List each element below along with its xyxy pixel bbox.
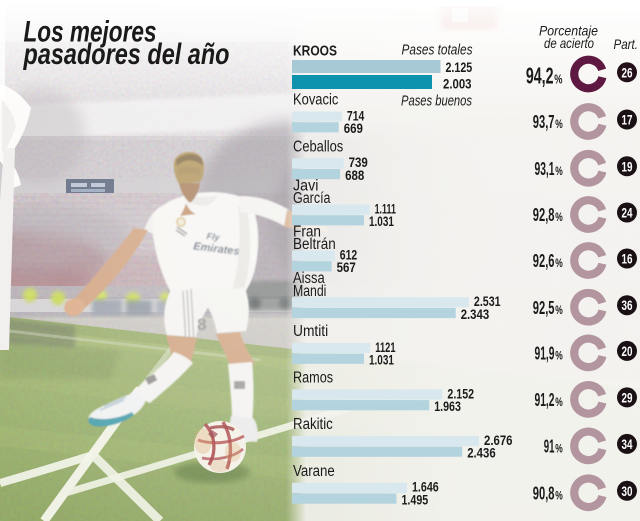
- svg-text:%: %: [555, 119, 563, 131]
- svg-text:36: 36: [622, 297, 633, 313]
- svg-text:%: %: [555, 166, 563, 178]
- svg-text:%: %: [555, 490, 563, 502]
- svg-text:%: %: [554, 72, 562, 86]
- svg-text:Javi: Javi: [293, 178, 318, 195]
- svg-text:Fran: Fran: [293, 224, 321, 241]
- svg-text:19: 19: [622, 158, 633, 174]
- svg-text:1.031: 1.031: [369, 213, 394, 229]
- svg-text:García: García: [293, 190, 331, 207]
- svg-text:26: 26: [622, 64, 633, 80]
- svg-text:Beltrán: Beltrán: [293, 236, 336, 253]
- svg-text:92,8: 92,8: [533, 204, 555, 225]
- svg-text:2.676: 2.676: [484, 432, 513, 448]
- svg-text:612: 612: [340, 246, 358, 262]
- svg-text:714: 714: [347, 107, 365, 123]
- svg-text:Kovacic: Kovacic: [293, 92, 339, 109]
- svg-text:2.436: 2.436: [467, 445, 496, 461]
- svg-text:Los mejores: Los mejores: [24, 15, 157, 48]
- svg-text:688: 688: [345, 167, 364, 183]
- svg-text:93,7: 93,7: [533, 111, 555, 132]
- svg-text:16: 16: [622, 251, 633, 267]
- svg-text:1121: 1121: [375, 339, 395, 355]
- svg-text:17: 17: [622, 112, 633, 128]
- svg-text:Umtiti: Umtiti: [293, 323, 328, 340]
- svg-text:Ceballos: Ceballos: [293, 138, 343, 155]
- svg-text:91,9: 91,9: [535, 343, 555, 364]
- svg-text:Ramos: Ramos: [293, 369, 333, 386]
- svg-text:739: 739: [349, 154, 368, 170]
- svg-text:30: 30: [622, 483, 633, 499]
- svg-text:90,8: 90,8: [533, 482, 555, 503]
- svg-text:92,5: 92,5: [533, 297, 555, 318]
- svg-text:1.495: 1.495: [402, 492, 429, 508]
- svg-text:%: %: [555, 397, 563, 409]
- svg-text:93,1: 93,1: [535, 158, 555, 179]
- svg-text:1.646: 1.646: [412, 479, 439, 495]
- svg-text:91: 91: [544, 436, 555, 457]
- svg-text:20: 20: [622, 343, 633, 359]
- svg-text:Aissa: Aissa: [293, 270, 325, 287]
- svg-text:%: %: [555, 258, 563, 270]
- svg-text:Pases buenos: Pases buenos: [401, 93, 472, 110]
- svg-text:Varane: Varane: [293, 463, 335, 480]
- svg-text:669: 669: [344, 120, 363, 136]
- svg-text:2.152: 2.152: [447, 385, 474, 401]
- svg-text:29: 29: [622, 389, 633, 405]
- svg-text:1.111: 1.111: [375, 200, 396, 216]
- svg-text:pasadores del año: pasadores del año: [23, 38, 230, 71]
- svg-text:24: 24: [622, 205, 633, 221]
- svg-text:1.963: 1.963: [434, 398, 461, 414]
- svg-text:2.003: 2.003: [443, 75, 472, 91]
- svg-text:de acierto: de acierto: [544, 35, 594, 51]
- svg-text:1.031: 1.031: [369, 352, 394, 368]
- svg-text:%: %: [555, 305, 563, 317]
- svg-text:2.531: 2.531: [474, 293, 501, 309]
- svg-text:Pases totales: Pases totales: [402, 42, 473, 59]
- svg-text:34: 34: [622, 436, 633, 452]
- svg-text:KROOS: KROOS: [293, 43, 337, 59]
- svg-text:Porcentaje: Porcentaje: [539, 23, 598, 39]
- svg-text:Mandi: Mandi: [293, 283, 326, 300]
- svg-text:94,2: 94,2: [526, 62, 554, 88]
- svg-text:%: %: [555, 444, 563, 456]
- svg-text:%: %: [555, 212, 563, 224]
- svg-text:Part.: Part.: [614, 36, 639, 52]
- svg-text:567: 567: [337, 259, 356, 275]
- svg-text:2.343: 2.343: [461, 306, 490, 322]
- svg-text:%: %: [555, 351, 563, 363]
- svg-text:91,2: 91,2: [535, 389, 555, 410]
- svg-text:2.125: 2.125: [446, 59, 473, 75]
- svg-text:92,6: 92,6: [533, 250, 555, 271]
- svg-text:Rakitic: Rakitic: [293, 416, 333, 433]
